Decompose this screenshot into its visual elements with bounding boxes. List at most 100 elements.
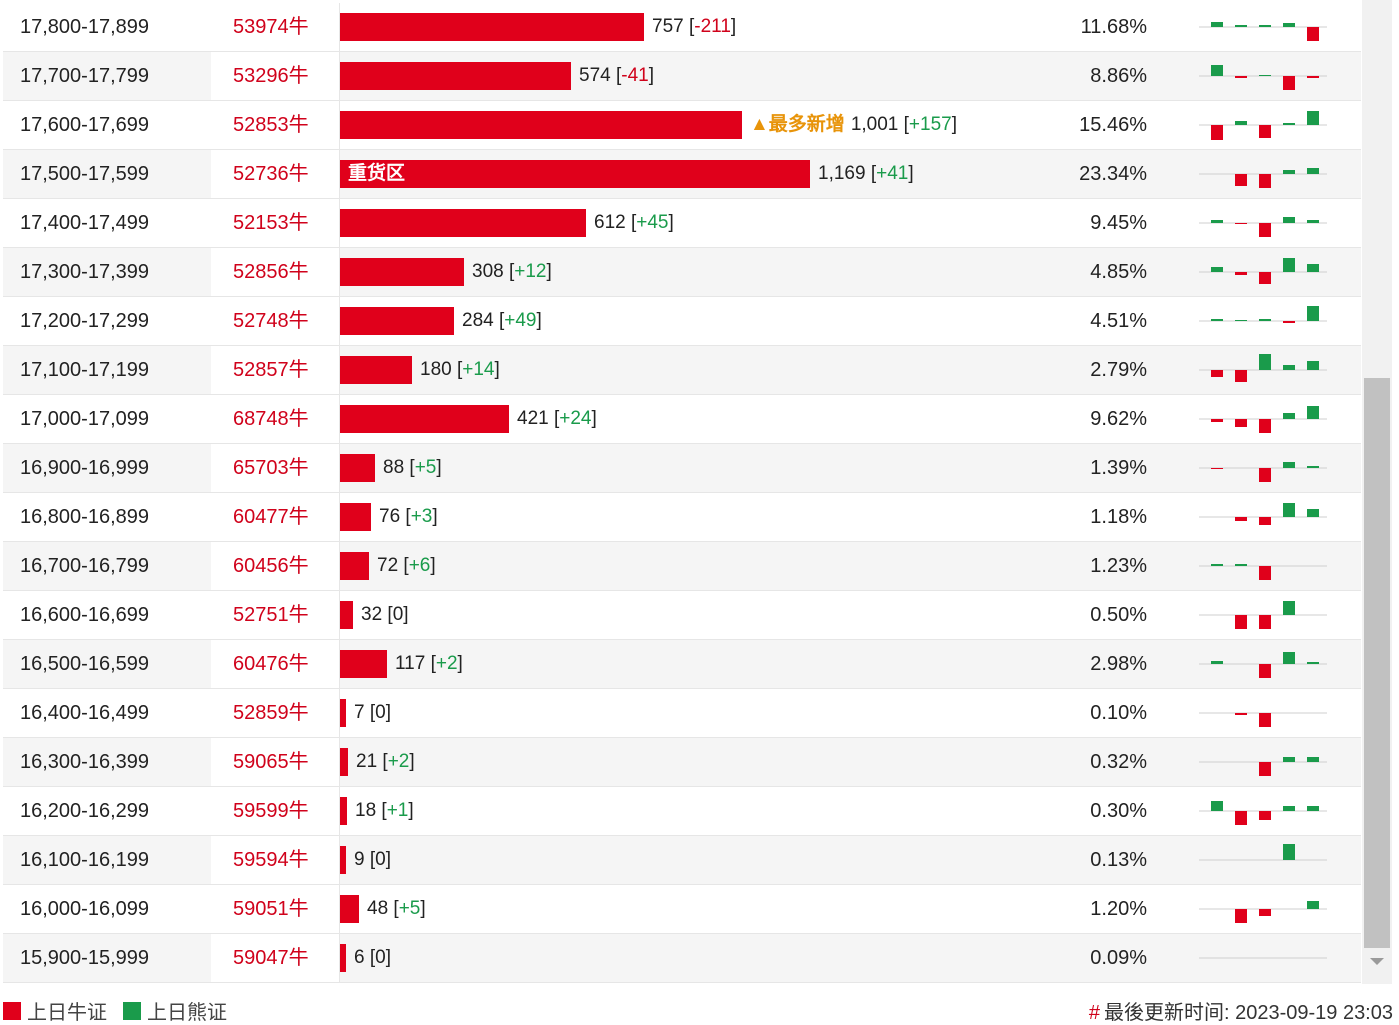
table-row[interactable]: 17,800-17,899 53974牛 757 [-211] 11.68% <box>3 3 1361 52</box>
volume-count: 1,169 <box>818 163 866 184</box>
volume-count: 421 <box>517 408 549 429</box>
mini-bar-chart <box>1195 689 1361 737</box>
cbbc-code-link[interactable]: 52857牛 <box>211 346 339 394</box>
volume-bar-cell: 重货区 1,169 [+41] <box>339 150 1025 198</box>
volume-count: 21 <box>356 751 378 772</box>
footer: 上日牛证 上日熊证 # 最後更新时间: 2023-09-19 23:03 <box>0 993 1399 1025</box>
mini-bar-chart <box>1195 836 1361 884</box>
cbbc-code-link[interactable]: 52856牛 <box>211 248 339 296</box>
volume-text: 72 [+6] <box>377 555 436 576</box>
table-row[interactable]: 17,700-17,799 53296牛 574 [-41] 8.86% <box>3 52 1361 101</box>
spark-bar <box>1211 22 1223 27</box>
table-row[interactable]: 17,300-17,399 52856牛 308 [+12] 4.85% <box>3 248 1361 297</box>
volume-text: 18 [+1] <box>355 800 414 821</box>
spark-bar <box>1307 306 1319 321</box>
volume-bar <box>340 552 369 580</box>
mini-bar-chart <box>1195 738 1361 786</box>
volume-count: 18 <box>355 800 377 821</box>
scroll-down-arrow-icon[interactable] <box>1370 958 1384 965</box>
table-row[interactable]: 16,100-16,199 59594牛 9 [0] 0.13% <box>3 836 1361 885</box>
percentage: 0.10% <box>1090 702 1147 724</box>
cbbc-code-link[interactable]: 52859牛 <box>211 689 339 737</box>
legend-bull-label: 上日牛证 <box>27 1002 107 1024</box>
volume-text: 88 [+5] <box>383 457 442 478</box>
table-row[interactable]: 16,900-16,999 65703牛 88 [+5] 1.39% <box>3 444 1361 493</box>
spark-bar <box>1259 174 1271 188</box>
table-row[interactable]: 16,800-16,899 60477牛 76 [+3] 1.18% <box>3 493 1361 542</box>
volume-change: +45 <box>636 212 669 233</box>
volume-text: 32 [0] <box>361 604 409 625</box>
price-range: 17,800-17,899 <box>20 16 150 38</box>
table-row[interactable]: 16,700-16,799 60456牛 72 [+6] 1.23% <box>3 542 1361 591</box>
cbbc-code-link[interactable]: 60477牛 <box>211 493 339 541</box>
table-row[interactable]: 17,200-17,299 52748牛 284 [+49] 4.51% <box>3 297 1361 346</box>
volume-text: 757 [-211] <box>652 16 737 37</box>
percentage: 4.85% <box>1025 248 1195 296</box>
table-row[interactable]: 16,600-16,699 52751牛 32 [0] 0.50% <box>3 591 1361 640</box>
table-row[interactable]: 17,500-17,599 52736牛 重货区 1,169 [+41] 23.34% <box>3 150 1361 199</box>
volume-bar-cell: 308 [+12] <box>339 248 1025 296</box>
spark-bar <box>1259 615 1271 629</box>
volume-bar-cell: 574 [-41] <box>339 52 1025 100</box>
cbbc-code-link[interactable]: 52853牛 <box>211 101 339 149</box>
cbbc-code-link[interactable]: 52751牛 <box>211 591 339 639</box>
table-row[interactable]: 16,000-16,099 59051牛 48 [+5] 1.20% <box>3 885 1361 934</box>
mini-bar-chart <box>1195 444 1361 492</box>
spark-bar <box>1259 25 1271 27</box>
spark-bar <box>1235 517 1247 521</box>
vertical-scrollbar[interactable] <box>1362 0 1392 984</box>
mini-bar-chart <box>1195 199 1361 247</box>
cbbc-code-link[interactable]: 59051牛 <box>211 885 339 933</box>
updated-label: 最後更新时间: <box>1103 1002 1230 1024</box>
cbbc-code-link[interactable]: 53296牛 <box>211 52 339 100</box>
volume-bar <box>340 650 387 678</box>
cbbc-code-link[interactable]: 53974牛 <box>211 3 339 51</box>
price-range: 15,900-15,999 <box>3 934 211 982</box>
price-range: 17,400-17,499 <box>20 212 150 234</box>
cbbc-code-link[interactable]: 59594牛 <box>211 836 339 884</box>
volume-change: -41 <box>621 65 649 86</box>
spark-bar <box>1307 406 1319 419</box>
cbbc-code-link[interactable]: 59065牛 <box>211 738 339 786</box>
spark-bar <box>1283 462 1295 468</box>
spark-bar <box>1283 413 1295 419</box>
percentage: 9.45% <box>1090 212 1147 234</box>
volume-bar-cell: 612 [+45] <box>339 199 1025 247</box>
table-row[interactable]: 17,000-17,099 68748牛 421 [+24] 9.62% <box>3 395 1361 444</box>
table-row[interactable]: 16,400-16,499 52859牛 7 [0] 0.10% <box>3 689 1361 738</box>
mini-bar-chart <box>1195 591 1361 639</box>
table-row[interactable]: 16,500-16,599 60476牛 117 [+2] 2.98% <box>3 640 1361 689</box>
spark-bar <box>1307 27 1319 41</box>
spark-bar <box>1211 419 1223 422</box>
volume-change: +1 <box>386 800 409 821</box>
spark-bar <box>1211 661 1223 664</box>
spark-bar <box>1283 365 1295 370</box>
table-row[interactable]: 16,300-16,399 59065牛 21 [+2] 0.32% <box>3 738 1361 787</box>
cbbc-code-link[interactable]: 52748牛 <box>211 297 339 345</box>
table-row[interactable]: 15,900-15,999 59047牛 6 [0] 0.09% <box>3 934 1361 983</box>
cbbc-code-link[interactable]: 60456牛 <box>211 542 339 590</box>
percentage: 0.30% <box>1090 800 1147 822</box>
percentage: 2.79% <box>1025 346 1195 394</box>
cbbc-code-link[interactable]: 59047牛 <box>211 934 339 982</box>
volume-bar-cell: 117 [+2] <box>339 640 1025 688</box>
table-row[interactable]: 17,600-17,699 52853牛 ▲最多新增 1,001 [+157] 15.4… <box>3 101 1361 150</box>
volume-bar <box>340 209 586 237</box>
cbbc-code-link[interactable]: 65703牛 <box>211 444 339 492</box>
volume-bar: 重货区 <box>340 160 810 188</box>
spark-bar <box>1235 272 1247 275</box>
cbbc-code-link[interactable]: 52736牛 <box>211 150 339 198</box>
cbbc-code-link[interactable]: 60476牛 <box>211 640 339 688</box>
volume-change: 0 <box>392 604 404 625</box>
table-row[interactable]: 17,400-17,499 52153牛 612 [+45] 9.45% <box>3 199 1361 248</box>
scrollbar-thumb[interactable] <box>1364 378 1390 948</box>
cbbc-code-link[interactable]: 52153牛 <box>211 199 339 247</box>
spark-bar <box>1283 601 1295 615</box>
volume-bar-cell: 32 [0] <box>339 591 1025 639</box>
table-row[interactable]: 16,200-16,299 59599牛 18 [+1] 0.30% <box>3 787 1361 836</box>
table-row[interactable]: 17,100-17,199 52857牛 180 [+14] 2.79% <box>3 346 1361 395</box>
spark-bar <box>1235 811 1247 825</box>
cbbc-code-link[interactable]: 59599牛 <box>211 787 339 835</box>
cbbc-code-link[interactable]: 68748牛 <box>211 395 339 443</box>
volume-count: 72 <box>377 555 399 576</box>
